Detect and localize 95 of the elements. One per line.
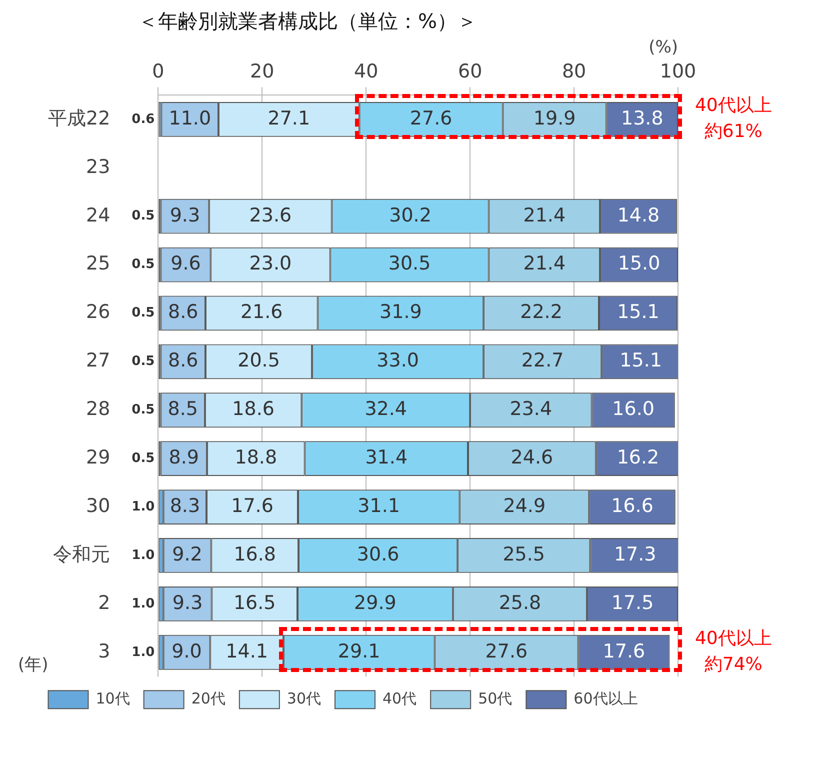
data-label: 25.8 [498, 592, 542, 614]
data-label: 15.1 [620, 350, 662, 372]
data-label: 8.5 [168, 398, 198, 420]
y-tick-label: 24 [86, 204, 110, 226]
data-label: 23.0 [249, 252, 292, 275]
data-label: 0.5 [132, 354, 155, 370]
data-label: 15.1 [617, 301, 660, 324]
data-label: 22.7 [521, 350, 564, 372]
data-label: 1.0 [132, 596, 155, 612]
data-label: 24.9 [503, 494, 546, 517]
data-label: 20.5 [238, 350, 280, 372]
data-label: 21.6 [240, 301, 283, 324]
legend-label: 50代 [478, 689, 512, 708]
data-label: 0.5 [132, 306, 155, 321]
data-label: 13.8 [620, 107, 664, 130]
x-tick-label: 60 [458, 60, 482, 83]
data-label: 1.0 [132, 548, 155, 563]
data-label: 9.3 [170, 204, 200, 226]
data-label: 30.5 [388, 252, 431, 275]
data-label: 9.0 [172, 640, 202, 662]
data-label: 31.9 [380, 301, 422, 324]
data-label: 25.5 [502, 543, 546, 566]
data-label: 16.0 [612, 398, 654, 420]
data-label: 16.5 [233, 592, 276, 614]
y-tick-label: 26 [86, 301, 110, 324]
data-label: 0.5 [132, 208, 155, 224]
data-label: 0.5 [132, 450, 155, 466]
data-label: 17.3 [614, 543, 656, 566]
data-label: 15.0 [618, 252, 660, 275]
data-label: 30.2 [389, 204, 432, 226]
data-label: 27.1 [268, 107, 310, 130]
y-tick-label: 3 [98, 640, 110, 662]
x-tick-label: 100 [660, 60, 696, 83]
data-label: 30.6 [356, 543, 400, 566]
data-label: 21.4 [523, 204, 566, 226]
data-label: 1.0 [132, 644, 155, 660]
data-label: 27.6 [410, 107, 452, 130]
data-label: 21.4 [523, 252, 566, 275]
data-label: 31.1 [358, 494, 400, 517]
data-label: 9.3 [172, 592, 203, 614]
data-label: 23.6 [249, 204, 292, 226]
data-label: 17.6 [231, 494, 274, 517]
data-label: 8.6 [168, 350, 198, 372]
data-label: 9.6 [170, 252, 201, 275]
y-axis-title: (年) [18, 654, 48, 676]
data-label: 0.6 [132, 112, 155, 127]
data-label: 0.5 [132, 402, 155, 418]
data-label: 24.6 [510, 446, 554, 469]
data-label: 31.4 [365, 446, 408, 469]
legend-label: 20代 [191, 689, 226, 708]
data-label: 9.2 [172, 543, 202, 566]
data-label: 27.6 [485, 640, 528, 662]
data-label: 33.0 [376, 350, 419, 372]
data-label: 19.9 [533, 107, 576, 130]
data-label: 16.8 [234, 543, 276, 566]
data-label: 23.4 [510, 398, 552, 420]
annotation: 40代以上約61% [694, 94, 773, 144]
y-tick-label: 平成22 [48, 107, 110, 130]
y-tick-label: 令和元 [53, 543, 110, 566]
legend-label: 10代 [96, 689, 130, 708]
data-label: 22.2 [520, 301, 562, 324]
data-label: 18.8 [234, 446, 278, 469]
data-label: 14.1 [226, 640, 268, 662]
y-tick-label: 23 [86, 156, 110, 178]
legend-label: 60代以上 [574, 689, 638, 708]
data-label: 17.5 [611, 592, 654, 614]
data-label: 8.6 [168, 301, 198, 324]
y-tick-label: 30 [86, 494, 110, 517]
y-tick-label: 27 [86, 350, 110, 372]
x-tick-label: 40 [354, 60, 378, 83]
x-tick-label: 80 [562, 60, 586, 83]
x-tick-label: 0 [152, 60, 164, 83]
legend-label: 40代 [382, 689, 417, 708]
chart-title: ＜年齢別就業者構成比（単位：%）＞ [137, 8, 478, 35]
data-label: 8.3 [170, 494, 200, 517]
y-tick-label: 28 [86, 398, 110, 420]
data-label: 1.0 [132, 499, 155, 514]
data-label: 18.6 [232, 398, 274, 420]
legend-label: 30代 [286, 689, 322, 708]
y-tick-label: 29 [86, 446, 110, 469]
text: 40代以上約74% [694, 627, 773, 678]
y-tick-label: 2 [98, 592, 110, 614]
data-label: 8.9 [168, 446, 200, 469]
data-label: 16.2 [616, 446, 660, 469]
x-axis-title: (%) [648, 38, 678, 58]
y-tick-label: 25 [86, 252, 110, 275]
data-label: 16.6 [611, 494, 654, 517]
data-label: 0.5 [132, 257, 155, 272]
x-tick-label: 20 [250, 60, 274, 83]
data-label: 11.0 [168, 107, 212, 130]
data-label: 17.6 [602, 640, 646, 662]
data-label: 29.1 [338, 640, 380, 662]
data-label: 14.8 [617, 204, 660, 226]
data-label: 32.4 [364, 398, 408, 420]
data-label: 29.9 [354, 592, 396, 614]
